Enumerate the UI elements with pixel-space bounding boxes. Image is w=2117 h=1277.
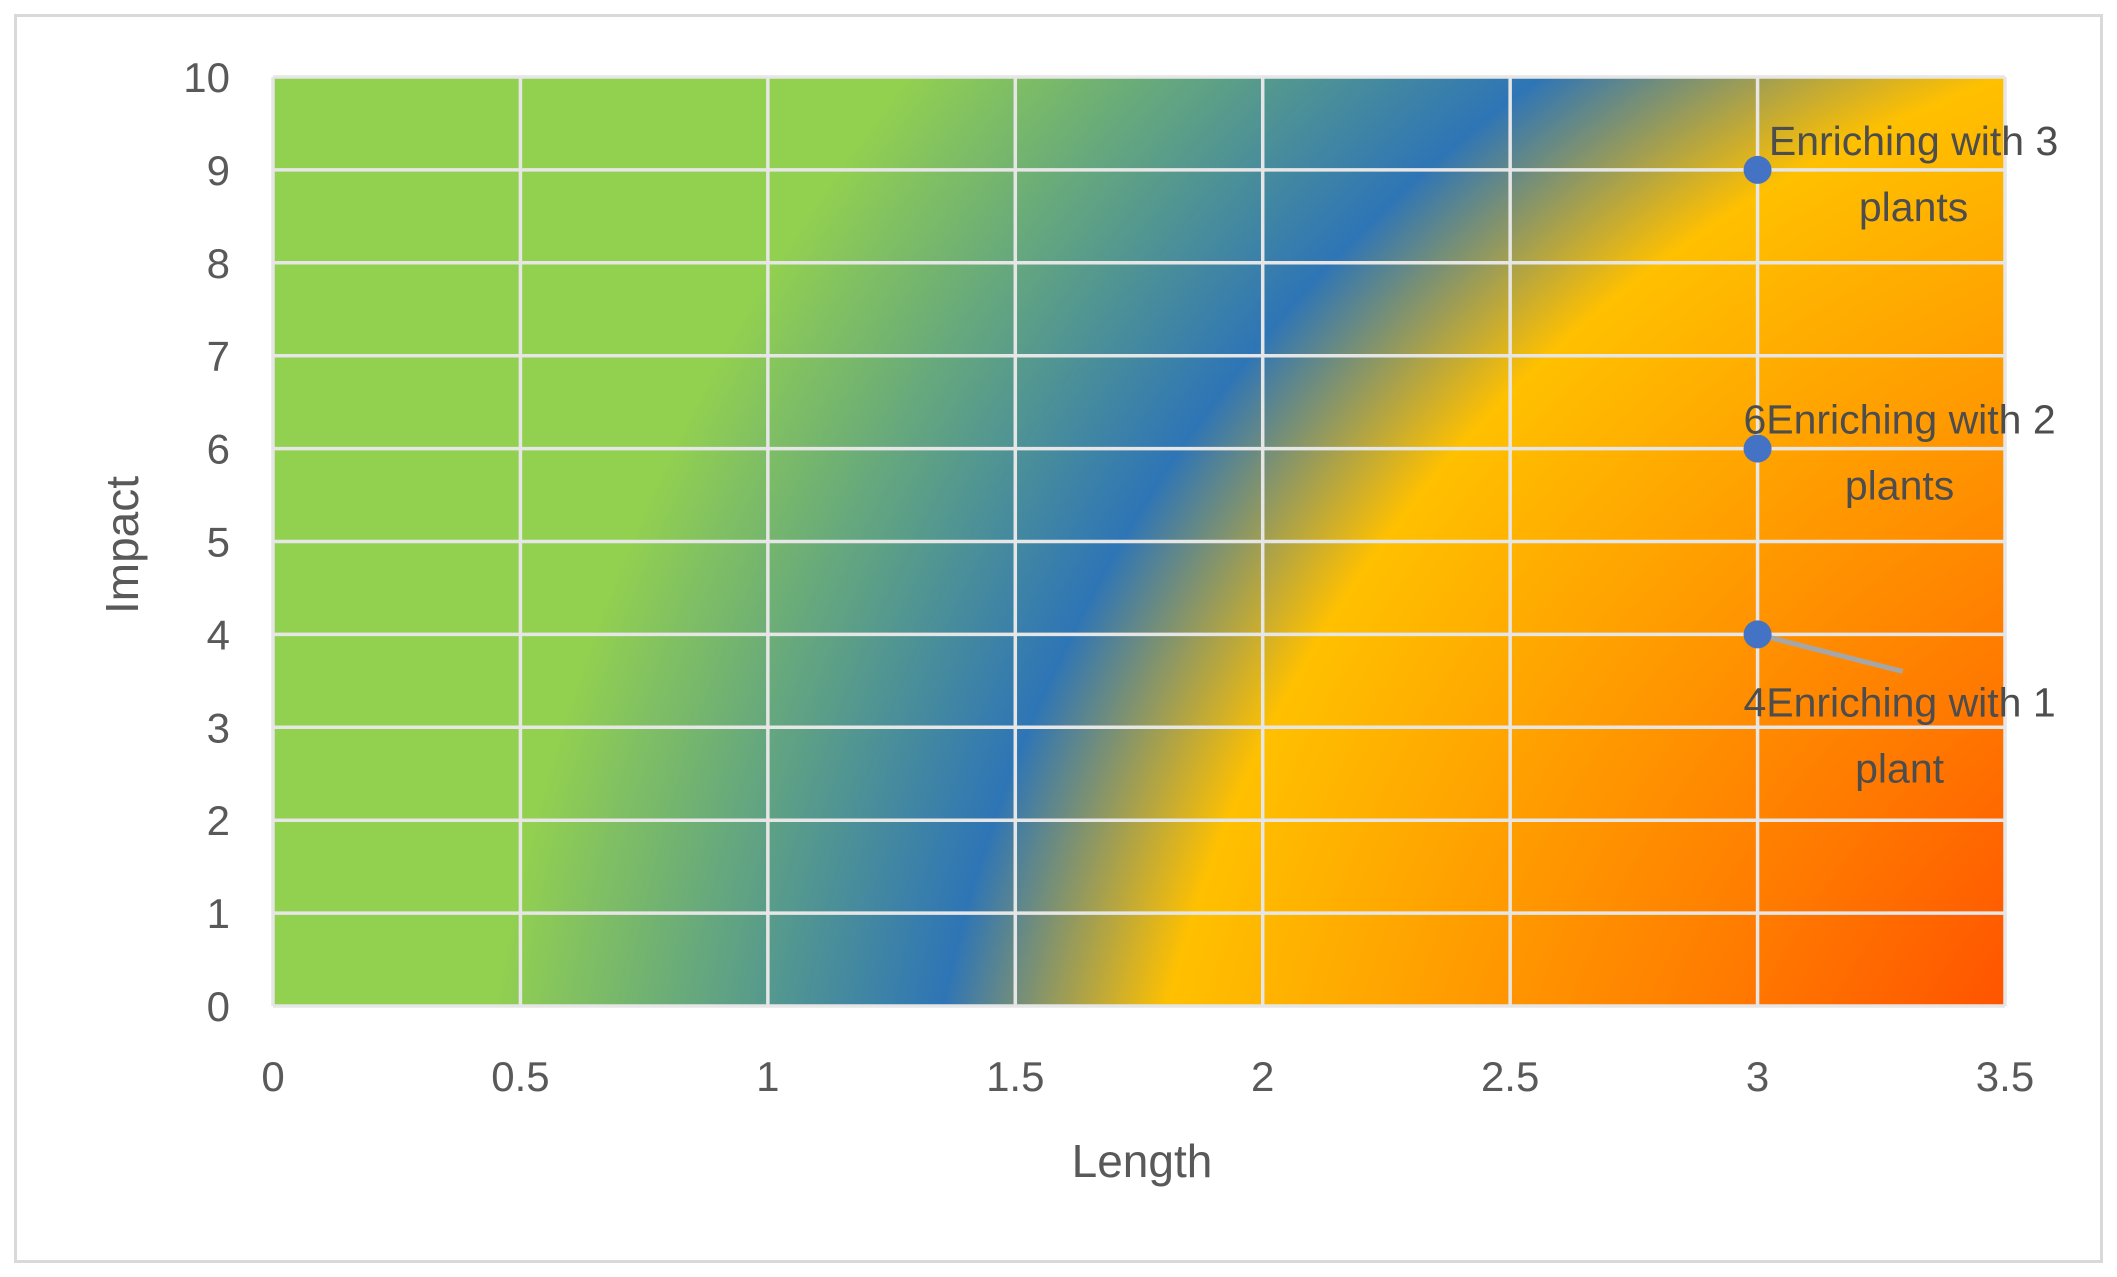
- data-label-line: plant: [1855, 745, 1945, 791]
- x-tick-label: 1.5: [986, 1053, 1044, 1100]
- y-tick-label: 5: [207, 519, 230, 566]
- data-label-line: plants: [1845, 463, 1954, 509]
- y-axis-ticks: 0 1 2 3 4 5 6 7 8 9 10: [183, 54, 230, 1030]
- y-axis-title: Impact: [96, 476, 148, 614]
- y-tick-label: 9: [207, 147, 230, 194]
- data-label-line: 6Enriching with 2: [1743, 397, 2055, 443]
- y-tick-label: 10: [183, 54, 230, 101]
- gridlines: [271, 75, 2007, 1008]
- data-point: [1743, 155, 1772, 184]
- data-label-line: plants: [1859, 184, 1968, 230]
- y-tick-label: 8: [207, 240, 230, 287]
- x-axis-title: Length: [1072, 1135, 1213, 1187]
- x-tick-label: 0: [261, 1053, 284, 1100]
- x-tick-label: 3.5: [1976, 1053, 2034, 1100]
- x-tick-label: 0.5: [491, 1053, 549, 1100]
- y-tick-label: 2: [207, 797, 230, 844]
- y-tick-label: 1: [207, 890, 230, 937]
- data-labels: Enriching with 3 plants 6Enriching with 2 p…: [1743, 118, 2058, 792]
- data-label-line: Enriching with 3: [1769, 118, 2058, 164]
- data-label-line: 4Enriching with 1: [1743, 679, 2055, 725]
- leader-lines: [1756, 631, 1904, 674]
- y-tick-label: 4: [207, 611, 230, 658]
- y-tick-label: 0: [207, 983, 230, 1030]
- x-tick-label: 2.5: [1481, 1053, 1539, 1100]
- y-tick-label: 3: [207, 704, 230, 751]
- data-label: 4Enriching with 1 plant: [1743, 679, 2055, 791]
- x-tick-label: 2: [1251, 1053, 1274, 1100]
- x-tick-label: 3: [1746, 1053, 1769, 1100]
- y-tick-label: 6: [207, 426, 230, 473]
- data-label: Enriching with 3 plants: [1769, 118, 2058, 230]
- x-tick-label: 1: [756, 1053, 779, 1100]
- leader-line: [1756, 631, 1904, 674]
- data-point: [1743, 434, 1772, 463]
- y-tick-label: 7: [207, 333, 230, 380]
- data-point: [1743, 620, 1772, 649]
- data-label: 6Enriching with 2 plants: [1743, 397, 2055, 509]
- data-points: [1743, 155, 1772, 649]
- x-axis-ticks: 0 0.5 1 1.5 2 2.5 3 3.5: [261, 1053, 2034, 1100]
